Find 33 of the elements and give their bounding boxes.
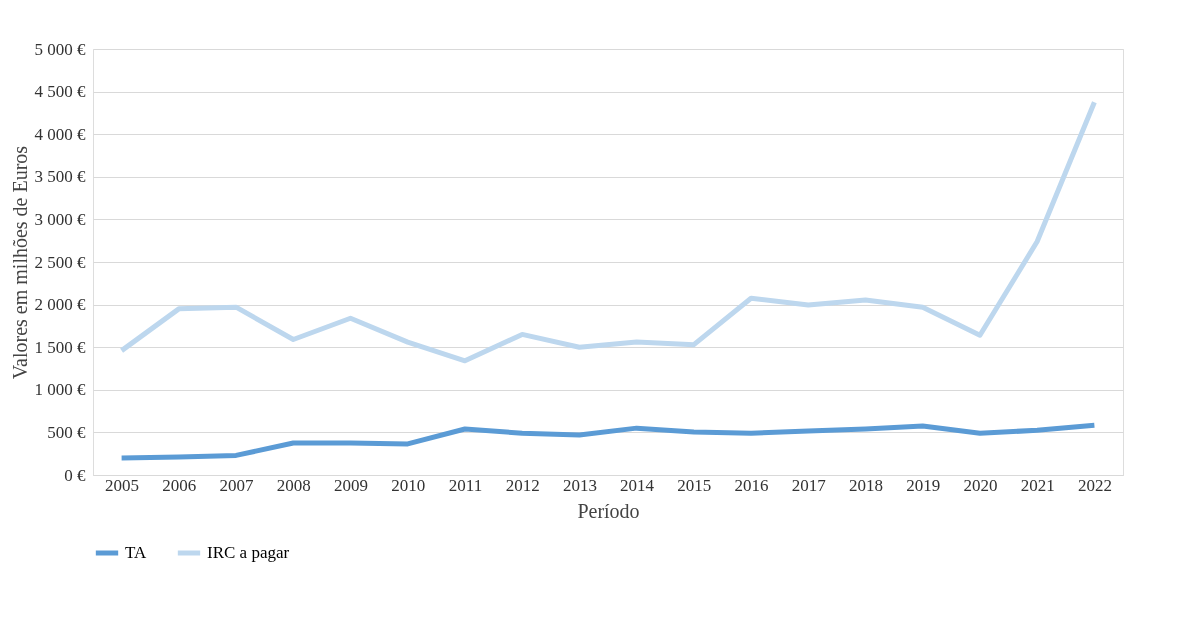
x-tick-label: 2012	[505, 475, 540, 495]
y-tick-label: 500 €	[47, 422, 86, 442]
legend-label: IRC a pagar	[207, 543, 290, 562]
x-tick-label: 2013	[562, 475, 597, 495]
y-tick-label: 3 500 €	[34, 167, 86, 187]
y-tick-label: 2 000 €	[34, 295, 86, 315]
y-axis-title: Valores em milhões de Euros	[8, 145, 31, 380]
x-tick-label: 2016	[734, 475, 769, 495]
x-tick-label: 2008	[276, 475, 311, 495]
x-tick-label: 2006	[162, 475, 197, 495]
y-tick-label: 0 €	[64, 465, 86, 485]
x-tick-label: 2017	[791, 475, 827, 495]
x-tick-label: 2018	[849, 475, 883, 495]
x-tick-label: 2014	[620, 475, 655, 495]
y-tick-label: 1 500 €	[34, 337, 86, 357]
x-tick-label: 2009	[334, 475, 368, 495]
x-tick-label: 2019	[906, 475, 941, 495]
y-tick-label: 4 500 €	[34, 82, 86, 102]
x-tick-label: 2010	[391, 475, 426, 495]
x-tick-label: 2021	[1020, 475, 1055, 495]
y-tick-label: 1 000 €	[34, 380, 86, 400]
x-tick-label: 2007	[219, 475, 255, 495]
legend-label: TA	[125, 543, 148, 562]
x-tick-label: 2005	[105, 475, 140, 495]
y-tick-label: 3 000 €	[34, 209, 86, 229]
x-axis-title: Período	[577, 499, 640, 522]
y-tick-label: 4 000 €	[34, 124, 86, 144]
y-tick-label: 5 000 €	[34, 39, 86, 59]
y-tick-label: 2 500 €	[34, 252, 86, 272]
x-tick-label: 2011	[448, 475, 483, 495]
x-tick-label: 2015	[677, 475, 712, 495]
x-tick-label: 2022	[1077, 475, 1112, 495]
x-tick-label: 2020	[963, 475, 998, 495]
